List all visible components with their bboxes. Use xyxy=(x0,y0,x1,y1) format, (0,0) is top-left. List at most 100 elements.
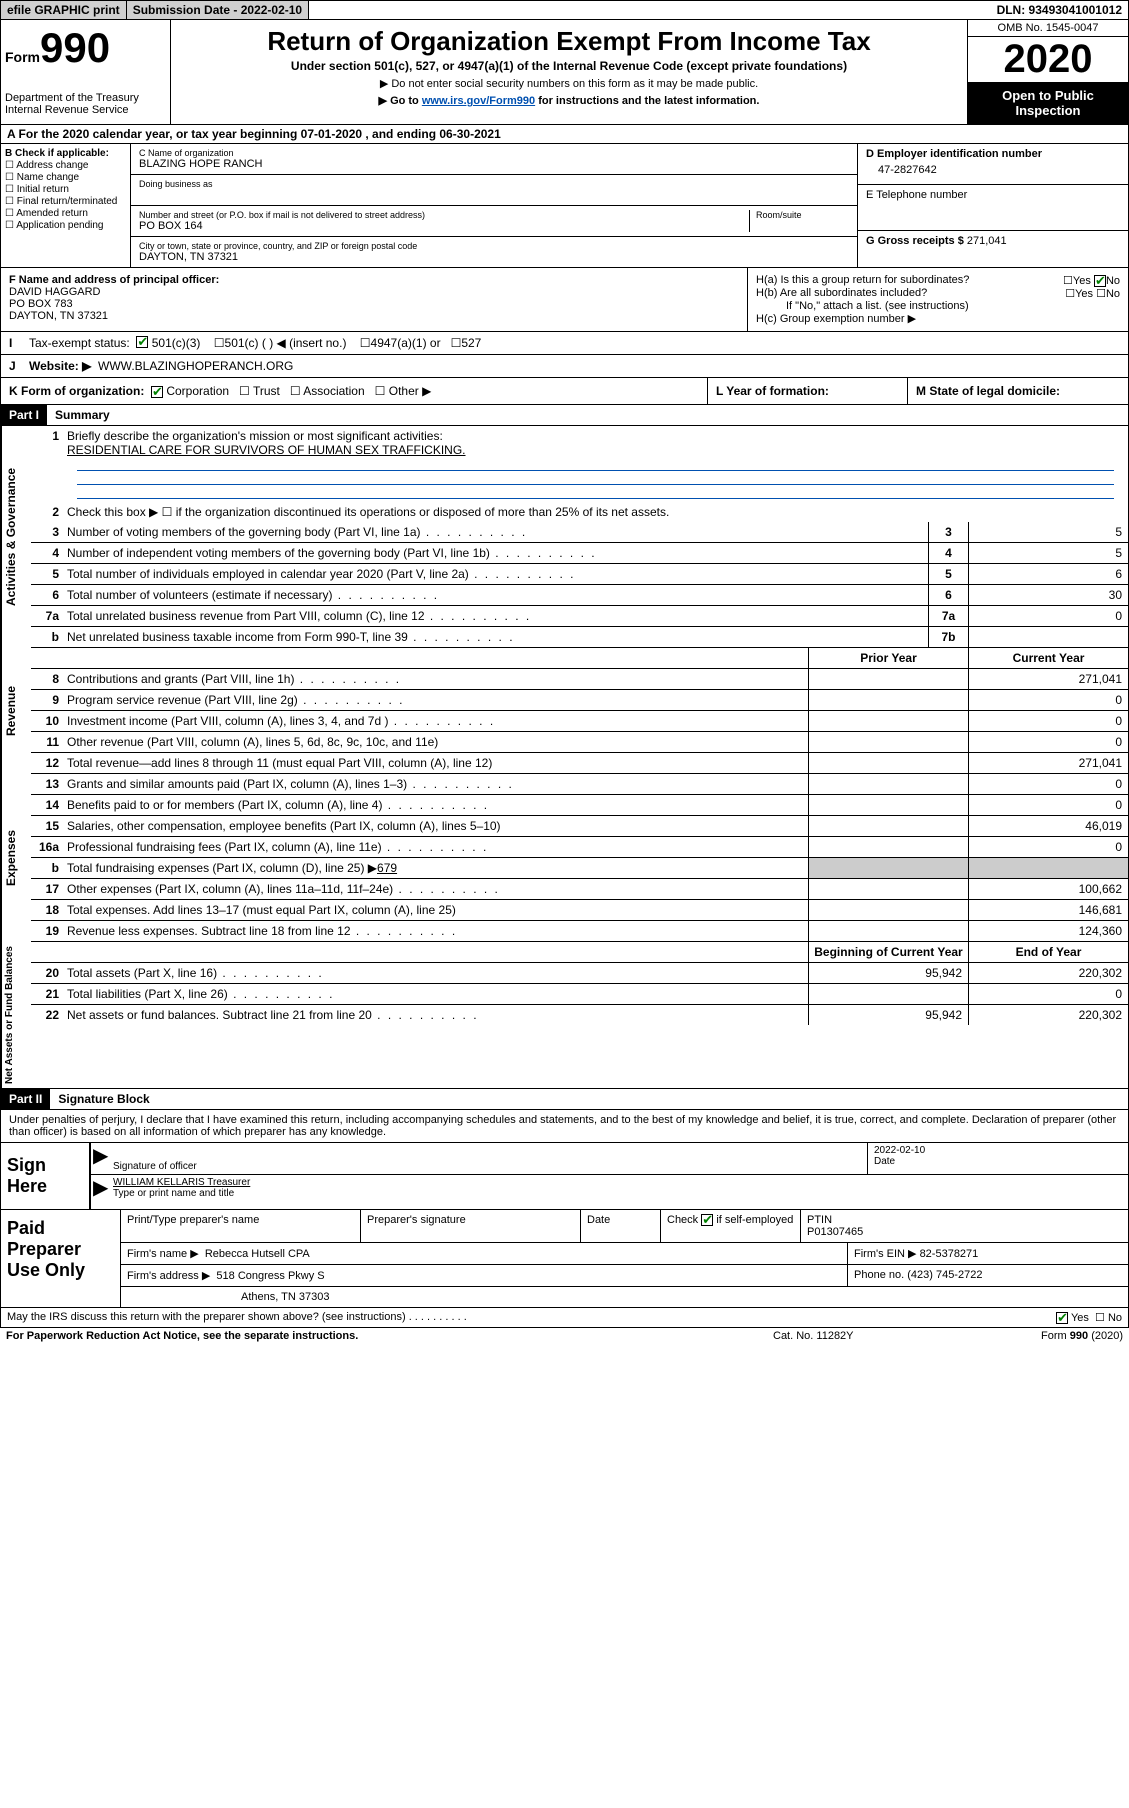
hc-label: H(c) Group exemption number ▶ xyxy=(756,312,1120,325)
firm-addr-label: Firm's address ▶ xyxy=(127,1270,210,1282)
l2-text: Check this box ▶ ☐ if the organization d… xyxy=(63,502,1128,522)
org-address: PO BOX 164 xyxy=(139,220,749,232)
hdr-end: End of Year xyxy=(968,942,1128,962)
l10-text: Investment income (Part VIII, column (A)… xyxy=(63,711,808,731)
room-label: Room/suite xyxy=(756,210,849,220)
l-label: L Year of formation: xyxy=(716,384,829,398)
dba-label: Doing business as xyxy=(139,179,849,189)
org-city: DAYTON, TN 37321 xyxy=(139,251,849,263)
l18-text: Total expenses. Add lines 13–17 (must eq… xyxy=(63,900,808,920)
l22-text: Net assets or fund balances. Subtract li… xyxy=(63,1005,808,1025)
print-name-label: Type or print name and title xyxy=(113,1188,234,1199)
block-bcd: B Check if applicable: ☐ Address change … xyxy=(0,144,1129,268)
chk-501c3[interactable] xyxy=(136,336,148,348)
ptin-label: PTIN xyxy=(807,1214,832,1226)
dept1: Department of the Treasury xyxy=(5,92,166,104)
website-value: WWW.BLAZINGHOPERANCH.ORG xyxy=(98,359,293,373)
l21-e: 0 xyxy=(968,984,1128,1004)
ha-no-check[interactable] xyxy=(1094,275,1106,287)
k-label: K Form of organization: xyxy=(9,384,144,398)
sig-arrow-icon-2: ▶ xyxy=(91,1175,107,1201)
sig-officer-label: Signature of officer xyxy=(113,1161,197,1172)
side-expenses: Expenses xyxy=(1,774,31,942)
l18-val: 146,681 xyxy=(968,900,1128,920)
declaration: Under penalties of perjury, I declare th… xyxy=(0,1110,1129,1143)
side-activities: Activities & Governance xyxy=(1,426,31,648)
l1-value: RESIDENTIAL CARE FOR SURVIVORS OF HUMAN … xyxy=(67,443,466,457)
side-revenue: Revenue xyxy=(1,648,31,774)
l8-text: Contributions and grants (Part VIII, lin… xyxy=(63,669,808,689)
chk-selfemployed[interactable] xyxy=(701,1214,713,1226)
row-j: J Website: ▶ WWW.BLAZINGHOPERANCH.ORG xyxy=(0,355,1129,378)
l20-e: 220,302 xyxy=(968,963,1128,983)
form-title: Return of Organization Exempt From Incom… xyxy=(177,26,961,57)
sec-expenses: Expenses 13Grants and similar amounts pa… xyxy=(0,774,1129,942)
addr-label: Number and street (or P.O. box if mail i… xyxy=(139,210,749,220)
chk-pending[interactable]: ☐ Application pending xyxy=(5,220,126,231)
sign-here-label: Sign Here xyxy=(1,1143,91,1209)
l7b-val xyxy=(968,627,1128,647)
l7a-val: 0 xyxy=(968,606,1128,626)
side-netassets: Net Assets or Fund Balances xyxy=(1,942,31,1088)
efile-btn[interactable]: efile GRAPHIC print xyxy=(1,1,127,19)
prep-date-label: Date xyxy=(581,1210,661,1242)
pra-notice: For Paperwork Reduction Act Notice, see … xyxy=(6,1330,773,1342)
chk-final[interactable]: ☐ Final return/terminated xyxy=(5,196,126,207)
firm-phone-label: Phone no. xyxy=(854,1269,904,1281)
form-header: Form990 Department of the Treasury Inter… xyxy=(0,20,1129,125)
dln: DLN: 93493041001012 xyxy=(309,1,1128,19)
l22-b: 95,942 xyxy=(808,1005,968,1025)
subdate-label: Submission Date - xyxy=(133,3,241,17)
hdr-prior: Prior Year xyxy=(808,648,968,668)
sec-revenue: Revenue Prior YearCurrent Year 8Contribu… xyxy=(0,648,1129,774)
irs-link[interactable]: www.irs.gov/Form990 xyxy=(422,95,535,107)
check-b-title: B Check if applicable: xyxy=(5,148,109,159)
discuss-yes[interactable] xyxy=(1056,1312,1068,1324)
topbar: efile GRAPHIC print Submission Date - 20… xyxy=(0,0,1129,20)
l14-text: Benefits paid to or for members (Part IX… xyxy=(63,795,808,815)
form-subtitle: Under section 501(c), 527, or 4947(a)(1)… xyxy=(177,59,961,73)
l15-text: Salaries, other compensation, employee b… xyxy=(63,816,808,836)
chk-name[interactable]: ☐ Name change xyxy=(5,172,126,183)
l4-val: 5 xyxy=(968,543,1128,563)
preparer-block: Paid Preparer Use Only Print/Type prepar… xyxy=(0,1210,1129,1308)
prep-name-label: Print/Type preparer's name xyxy=(121,1210,361,1242)
inst2-post: for instructions and the latest informat… xyxy=(538,95,759,107)
l9-text: Program service revenue (Part VIII, line… xyxy=(63,690,808,710)
block-fh: F Name and address of principal officer:… xyxy=(0,268,1129,332)
firm-ein-label: Firm's EIN ▶ xyxy=(854,1248,917,1260)
l7a-text: Total unrelated business revenue from Pa… xyxy=(63,606,928,626)
form-number: 990 xyxy=(40,24,110,71)
officer-label: F Name and address of principal officer: xyxy=(9,274,219,286)
l11-val: 0 xyxy=(968,732,1128,752)
row-klm: K Form of organization: Corporation ☐ Tr… xyxy=(0,378,1129,405)
sig-date: 2022-02-10 xyxy=(874,1145,1122,1156)
ein-value: 47-2827642 xyxy=(866,160,1120,180)
l6-text: Total number of volunteers (estimate if … xyxy=(63,585,928,605)
m-label: M State of legal domicile: xyxy=(916,384,1060,398)
l19-val: 124,360 xyxy=(968,921,1128,941)
l16a-val: 0 xyxy=(968,837,1128,857)
subdate-btn[interactable]: Submission Date - 2022-02-10 xyxy=(127,1,309,19)
chk-address[interactable]: ☐ Address change xyxy=(5,160,126,171)
period-line: A For the 2020 calendar year, or tax yea… xyxy=(0,125,1129,144)
sig-date-label: Date xyxy=(874,1156,895,1167)
l21-text: Total liabilities (Part X, line 26) xyxy=(63,984,808,1004)
chk-amended[interactable]: ☐ Amended return xyxy=(5,208,126,219)
chk-initial[interactable]: ☐ Initial return xyxy=(5,184,126,195)
l16b-text: Total fundraising expenses (Part IX, col… xyxy=(67,861,377,875)
l16a-text: Professional fundraising fees (Part IX, … xyxy=(63,837,808,857)
l12-val: 271,041 xyxy=(968,753,1128,773)
l5-val: 6 xyxy=(968,564,1128,584)
l11-text: Other revenue (Part VIII, column (A), li… xyxy=(63,732,808,752)
part1-hdr: Part I xyxy=(1,405,47,425)
city-label: City or town, state or province, country… xyxy=(139,241,849,251)
part2-title: Signature Block xyxy=(50,1089,157,1109)
sec-netassets: Net Assets or Fund Balances Beginning of… xyxy=(0,942,1129,1089)
firm-ein: 82-5378271 xyxy=(920,1248,979,1260)
open-inspection: Open to Public Inspection xyxy=(968,82,1128,124)
l6-val: 30 xyxy=(968,585,1128,605)
part2-hdr: Part II xyxy=(1,1089,50,1109)
chk-corp[interactable] xyxy=(151,386,163,398)
l3-val: 5 xyxy=(968,522,1128,542)
